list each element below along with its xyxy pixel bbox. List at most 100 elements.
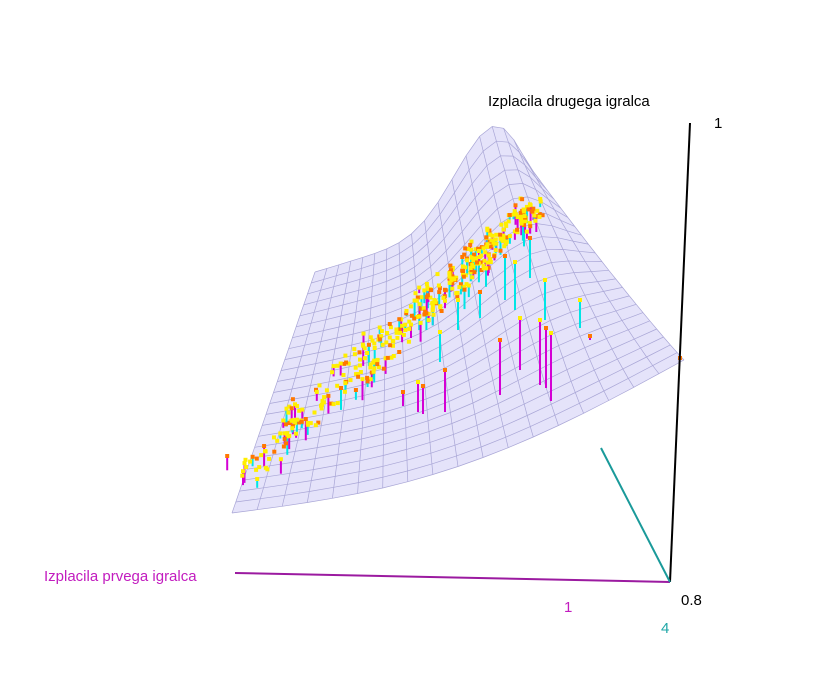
data-point — [526, 207, 531, 212]
data-point — [303, 417, 308, 421]
data-point — [498, 248, 503, 253]
z-axis-line — [669, 122, 691, 583]
data-point — [466, 283, 471, 288]
surface-grid-line — [398, 242, 409, 482]
data-point — [370, 338, 375, 343]
data-point — [540, 213, 545, 218]
data-point — [448, 263, 453, 268]
data-point — [290, 424, 295, 429]
data-point — [339, 386, 343, 390]
data-point — [488, 244, 493, 249]
data-point — [527, 202, 532, 207]
data-point — [452, 276, 457, 281]
surface-grid-line — [465, 155, 534, 438]
x-axis-tick: 1 — [564, 599, 572, 616]
data-point — [368, 365, 373, 370]
data-point — [326, 393, 331, 398]
data-point — [361, 331, 366, 336]
data-point — [422, 288, 427, 293]
data-point — [254, 467, 259, 472]
data-point — [425, 285, 430, 290]
data-point — [486, 260, 490, 265]
surface-grid-line — [451, 179, 509, 448]
data-point — [244, 465, 249, 469]
data-point — [474, 256, 479, 261]
data-point — [385, 331, 390, 335]
data-point — [379, 334, 384, 339]
data-point — [519, 221, 524, 226]
data-point — [407, 319, 412, 324]
data-point — [460, 268, 465, 273]
data-point — [243, 457, 248, 462]
data-point — [430, 300, 435, 305]
data-point — [578, 298, 582, 302]
data-point — [458, 282, 463, 287]
data-point — [240, 473, 245, 478]
data-point — [225, 454, 230, 458]
data-point — [455, 294, 460, 299]
data-point — [519, 215, 524, 220]
data-point — [512, 229, 517, 234]
data-point — [501, 227, 506, 232]
data-point — [362, 346, 367, 351]
data-point — [417, 285, 422, 290]
data-point — [385, 355, 390, 360]
data-point — [504, 235, 509, 240]
data-points — [225, 196, 682, 481]
data-point — [476, 246, 481, 251]
data-point — [522, 223, 526, 227]
data-point — [507, 213, 512, 217]
data-point — [462, 287, 467, 292]
data-point — [267, 456, 272, 461]
data-point — [476, 249, 481, 253]
data-point — [437, 290, 442, 295]
data-point — [352, 352, 357, 357]
z-axis-label: Izplacila drugega igralca — [488, 93, 650, 110]
data-point — [289, 418, 294, 423]
data-point — [479, 253, 484, 258]
data-point — [284, 406, 289, 411]
data-point — [527, 220, 532, 225]
data-point — [282, 436, 287, 441]
data-point — [465, 258, 470, 263]
data-point — [305, 420, 310, 425]
data-point — [255, 477, 260, 481]
data-point — [381, 366, 386, 371]
data-point — [461, 272, 465, 277]
z-axis-tick-top: 1 — [714, 115, 722, 132]
surface-grid-line — [411, 233, 434, 475]
data-point — [513, 260, 517, 264]
data-point — [521, 207, 526, 212]
data-point — [293, 402, 297, 407]
data-point — [295, 404, 300, 408]
data-point — [457, 285, 462, 290]
data-point — [501, 235, 506, 240]
data-point — [314, 387, 318, 392]
data-point — [346, 361, 351, 366]
data-point — [418, 320, 423, 325]
data-point — [278, 431, 283, 436]
data-point — [383, 356, 388, 361]
data-point — [518, 213, 523, 217]
data-point — [502, 244, 507, 249]
data-point — [368, 335, 373, 340]
data-point — [493, 237, 498, 242]
data-point — [484, 266, 488, 271]
data-point — [443, 288, 448, 293]
data-point — [432, 298, 437, 302]
data-point — [388, 343, 393, 348]
data-point — [537, 212, 542, 217]
data-point — [421, 384, 425, 388]
data-point — [439, 309, 444, 313]
data-point — [424, 295, 429, 300]
data-point — [500, 238, 505, 243]
x-axis-line — [234, 572, 671, 583]
data-point — [403, 328, 408, 332]
data-point — [531, 206, 536, 211]
data-point — [355, 372, 360, 376]
data-point — [241, 469, 245, 474]
data-point — [297, 420, 302, 425]
data-point — [408, 304, 413, 309]
data-point — [469, 247, 474, 252]
